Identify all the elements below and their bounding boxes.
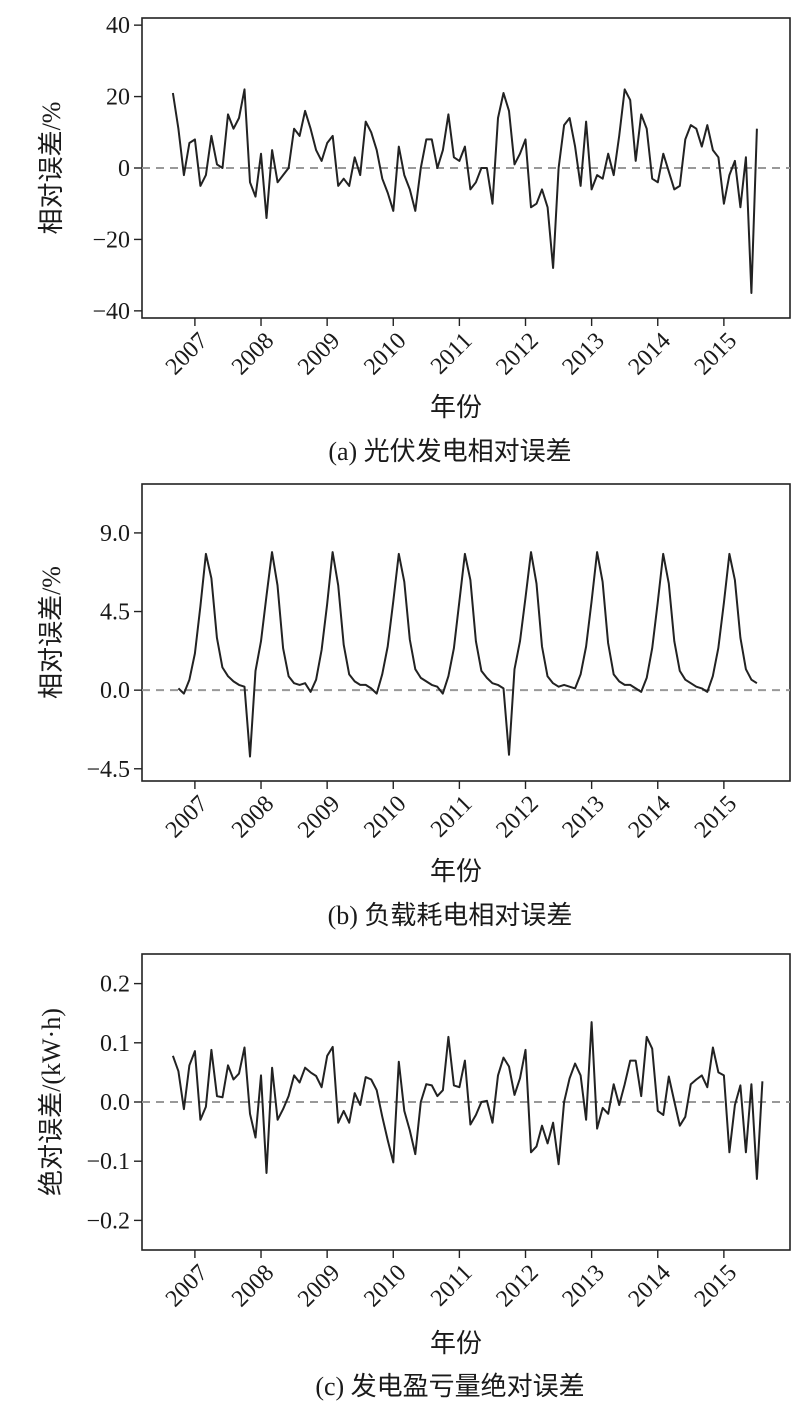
x-tick-label: 2014 (624, 328, 676, 380)
x-tick-label: 2013 (558, 791, 610, 843)
x-axis-label: 年份 (430, 857, 482, 886)
x-tick-label: 2015 (690, 791, 742, 843)
x-tick-label: 2011 (426, 1260, 478, 1312)
x-tick-label: 2008 (227, 1260, 279, 1312)
data-series-line (171, 88, 758, 294)
y-axis-label: 绝对误差/(kW·h) (37, 1008, 66, 1196)
x-tick-label: 2009 (293, 791, 345, 843)
x-tick-label: 2015 (690, 328, 742, 380)
y-tick-label: −0.2 (86, 1208, 130, 1234)
panel-a-pv-relative-error: 40 20 0 −20 −40 2007 2008 2009 2010 2011 2012 2013 2… (37, 13, 791, 466)
y-tick-label: −0.1 (86, 1149, 130, 1175)
x-tick-label: 2015 (690, 1260, 742, 1312)
x-tick-label: 2014 (624, 1260, 676, 1312)
data-series-line (177, 551, 758, 758)
panel-b-load-relative-error: 9.0 4.5 0.0 −4.5 2007 2008 2009 2010 2011 2012 201… (37, 483, 791, 930)
x-tick-label: 2010 (359, 1260, 411, 1312)
x-tick-label: 2012 (491, 791, 543, 843)
x-tick-label: 2013 (558, 1260, 610, 1312)
y-axis-label: 相对误差/% (37, 102, 66, 235)
y-tick-label: 0.2 (100, 972, 130, 998)
y-tick-label: −20 (92, 227, 130, 253)
x-tick-label: 2010 (359, 328, 411, 380)
x-tick-label: 2008 (227, 791, 279, 843)
plot-frame (141, 483, 791, 782)
x-tick-label: 2007 (161, 791, 213, 843)
x-tick-label: 2014 (624, 791, 676, 843)
x-tick-label: 2011 (426, 328, 478, 380)
x-tick-label: 2012 (491, 1260, 543, 1312)
x-tick-label: 2012 (491, 328, 543, 380)
y-tick-label: 0.0 (100, 678, 130, 704)
y-tick-label: −40 (92, 299, 130, 325)
x-axis-label: 年份 (430, 1329, 482, 1358)
panel-caption: (b) 负载耗电相对误差 (328, 901, 573, 930)
y-tick-label: 4.5 (100, 600, 130, 626)
y-tick-label: −4.5 (86, 757, 130, 783)
x-tick-label: 2008 (227, 328, 279, 380)
x-tick-label: 2011 (426, 791, 478, 843)
y-tick-label: 9.0 (100, 521, 130, 547)
x-axis-label: 年份 (430, 393, 482, 422)
data-series-line (171, 1021, 764, 1180)
y-tick-label: 0.1 (100, 1031, 130, 1057)
y-axis-label: 相对误差/% (37, 566, 66, 699)
x-tick-label: 2009 (293, 1260, 345, 1312)
x-tick-label: 2013 (558, 328, 610, 380)
x-tick-label: 2009 (293, 328, 345, 380)
panel-caption: (c) 发电盈亏量绝对误差 (315, 1372, 584, 1401)
y-tick-label: 40 (106, 13, 130, 39)
y-tick-label: 0 (118, 156, 130, 182)
y-tick-label: 0.0 (100, 1090, 130, 1116)
x-tick-label: 2010 (359, 791, 411, 843)
x-tick-label: 2007 (161, 1260, 213, 1312)
y-tick-label: 20 (106, 85, 130, 111)
x-tick-label: 2007 (161, 328, 213, 380)
panel-caption: (a) 光伏发电相对误差 (328, 437, 571, 466)
